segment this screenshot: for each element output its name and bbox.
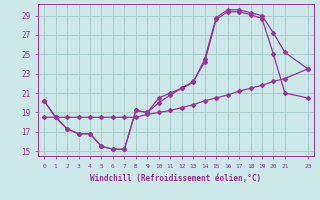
X-axis label: Windchill (Refroidissement éolien,°C): Windchill (Refroidissement éolien,°C) <box>91 174 261 183</box>
